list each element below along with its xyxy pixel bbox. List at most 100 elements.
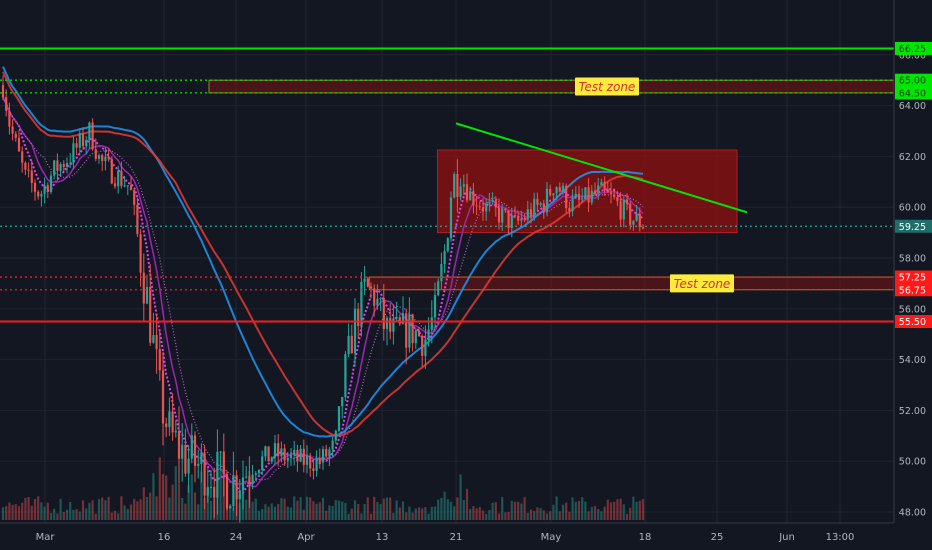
volume-bar xyxy=(577,500,581,520)
candle-body xyxy=(17,137,21,152)
candle-body xyxy=(62,163,65,167)
volume-bar xyxy=(40,502,43,520)
candle-body xyxy=(376,298,379,306)
grid xyxy=(0,0,894,523)
candle-body xyxy=(427,329,430,340)
candle-body xyxy=(475,205,478,207)
candle-body xyxy=(280,448,283,457)
volume-bar xyxy=(65,509,69,520)
candle-body xyxy=(622,199,625,220)
volume-bar xyxy=(245,499,248,520)
candle-body xyxy=(289,454,293,459)
candle-body xyxy=(110,158,113,184)
candle-body xyxy=(296,449,299,462)
trendline-line[interactable] xyxy=(455,122,748,214)
volume-bar xyxy=(360,513,363,520)
candle-body xyxy=(465,184,469,201)
candle-body xyxy=(261,456,264,470)
candle-body xyxy=(1,85,5,98)
candle-body xyxy=(158,349,161,371)
volume-bar xyxy=(81,500,85,520)
volume-bar xyxy=(517,501,520,520)
candle-body xyxy=(299,448,302,462)
volume-bar xyxy=(27,496,30,520)
volume-bar xyxy=(209,500,213,520)
candle-body xyxy=(107,156,110,159)
price-tick-label: 54.00 xyxy=(899,355,926,366)
volume-bar xyxy=(430,506,433,520)
candle-body xyxy=(363,278,366,282)
price-tick-label: 64.00 xyxy=(899,101,926,112)
candle-body xyxy=(286,458,289,461)
candle-body xyxy=(206,487,209,496)
volume-bar xyxy=(171,484,174,520)
candle-body xyxy=(501,208,504,223)
candle-body xyxy=(197,463,200,466)
candle-body xyxy=(555,187,558,194)
candle-body xyxy=(190,435,193,459)
candle-body xyxy=(366,278,369,287)
candle-body xyxy=(187,458,190,474)
candle-body xyxy=(305,455,309,465)
candle-body xyxy=(609,192,613,195)
volume-bar xyxy=(149,492,152,520)
candle-body xyxy=(152,335,155,343)
candle-body xyxy=(440,264,443,282)
volume-bar xyxy=(14,504,17,520)
candle-body xyxy=(69,162,72,164)
time-tick-label: 18 xyxy=(639,532,652,543)
volume-bar xyxy=(302,509,305,520)
candle-body xyxy=(373,288,376,306)
volume-bar xyxy=(510,500,513,520)
volume-bar xyxy=(424,506,427,520)
volume-bar xyxy=(609,502,613,520)
volume-bar xyxy=(465,488,469,520)
candle-body xyxy=(213,486,216,498)
candle-body xyxy=(248,476,251,484)
candle-body xyxy=(11,126,14,134)
volume-bar xyxy=(69,502,72,520)
volume-bar xyxy=(491,502,494,520)
volume-bar xyxy=(414,508,417,520)
candle-body xyxy=(293,449,296,455)
volume-bar xyxy=(181,498,184,520)
zone-labels: Test zone Test zone xyxy=(575,77,734,293)
candle-body xyxy=(46,185,49,193)
volume-bar xyxy=(427,513,430,520)
price-tag-label: 59.25 xyxy=(899,222,926,233)
volume-bar xyxy=(133,498,136,520)
price-tick-label: 62.00 xyxy=(899,152,926,163)
candle-body xyxy=(641,227,645,229)
candle-body xyxy=(318,457,321,463)
volume-bar xyxy=(219,471,222,520)
price-tag-label: 65.00 xyxy=(899,76,926,87)
price-tag-background xyxy=(895,73,932,87)
price-tick-label: 66.00 xyxy=(899,50,926,61)
time-axis-background xyxy=(0,523,932,550)
candle-body xyxy=(149,286,152,343)
volume-bar xyxy=(315,503,318,520)
candle-body xyxy=(59,163,62,171)
candle-body xyxy=(593,190,597,194)
volume-bar xyxy=(449,501,453,520)
candle-body xyxy=(225,474,229,509)
volume-bar xyxy=(197,504,200,520)
candle-body xyxy=(350,335,353,354)
zones xyxy=(208,79,895,291)
price-tag-label: 57.25 xyxy=(899,273,926,284)
time-axis[interactable]: Mar 16 24 Apr 13 21 May 18 25 Jun 13:00 xyxy=(36,532,855,543)
volume-bar xyxy=(328,505,331,520)
candle-body xyxy=(193,435,197,466)
volume-bar xyxy=(513,501,517,520)
trendline[interactable] xyxy=(455,122,748,214)
volume-bar xyxy=(261,509,264,520)
volume-bar xyxy=(129,504,133,520)
candle-body xyxy=(437,281,440,296)
candle-body xyxy=(395,317,398,319)
volume-bar xyxy=(107,496,110,520)
volume-bar xyxy=(523,497,526,520)
price-tag-background xyxy=(895,315,932,328)
volume-bar xyxy=(574,501,577,520)
volume-bar xyxy=(251,501,254,520)
